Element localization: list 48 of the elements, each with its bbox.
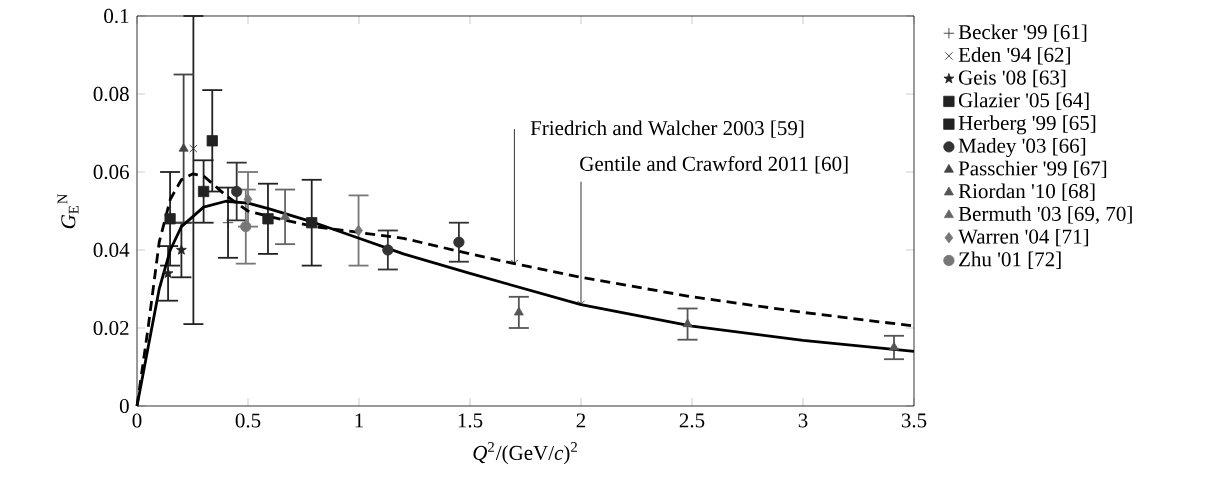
- x-tick-label: 0.5: [235, 413, 261, 428]
- x-tick-label: 0: [132, 413, 142, 428]
- x-tick-label: 2: [576, 413, 586, 428]
- point: [280, 211, 290, 220]
- annotation: Friedrich and Walcher 2003 [59]: [530, 120, 804, 138]
- y-tick-label: 0: [119, 398, 129, 414]
- point: [162, 267, 174, 278]
- point: [240, 221, 252, 233]
- legend-label: Warren '04 [71]: [958, 228, 1089, 247]
- point: [231, 185, 243, 198]
- point: [198, 185, 210, 198]
- legend-label: Riordan '10 [68]: [958, 183, 1095, 201]
- legend-label: Herberg '99 [65]: [958, 115, 1096, 135]
- legend-label: Becker '99 [61]: [958, 24, 1087, 42]
- x-tick-label: 1.5: [458, 413, 483, 428]
- x-axis-title: Q$^{2}$/(GeV/c)$^{2}$: [473, 442, 577, 465]
- y-tick-label: 0.08: [93, 86, 129, 102]
- point: [262, 213, 274, 225]
- point: [164, 213, 176, 225]
- point: [306, 217, 318, 229]
- point: [178, 143, 189, 152]
- annotation: Gentile and Crawford 2011 [60]: [580, 155, 848, 174]
- point: [682, 318, 693, 328]
- point: [453, 236, 465, 248]
- point: [513, 306, 524, 316]
- point: [206, 135, 218, 147]
- legend-label: Passchier '99 [67]: [958, 160, 1107, 179]
- legend-label: Geis '08 [63]: [958, 69, 1066, 88]
- legend-label: Glazier '05 [64]: [958, 92, 1089, 110]
- x-tick-label: 3.5: [901, 413, 927, 428]
- x-tick-label: 3: [798, 413, 808, 428]
- point: [243, 193, 253, 205]
- legend-label: Bermuth '03 [69, 70]: [958, 206, 1132, 224]
- point: [176, 244, 187, 255]
- point: [222, 217, 234, 229]
- y-tick-label: 0.02: [93, 320, 129, 336]
- y-tick-label: 0.04: [93, 242, 130, 258]
- point: [189, 144, 198, 153]
- point: [889, 341, 899, 351]
- legend-label: Zhu '01 [72]: [959, 251, 1061, 269]
- y-tick-label: 0.1: [104, 8, 129, 24]
- legend-label: Eden '94 [62]: [958, 47, 1070, 65]
- x-tick-label: 2.5: [679, 413, 705, 428]
- legend-label: Madey '03 [66]: [958, 138, 1086, 158]
- point: [382, 244, 394, 256]
- y-tick-label: 0.06: [93, 164, 129, 180]
- y-axis-title: G$_{E}$N: [57, 193, 79, 229]
- x-tick-label: 1: [355, 413, 363, 428]
